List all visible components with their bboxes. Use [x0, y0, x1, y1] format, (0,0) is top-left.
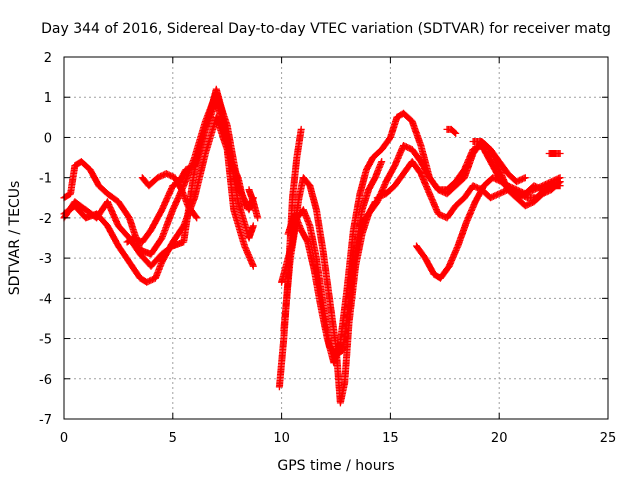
x-tick-label: 15 — [382, 431, 399, 446]
series-track-12 — [413, 174, 564, 282]
y-tick-label: -7 — [39, 413, 52, 428]
x-tick-label: 25 — [600, 431, 617, 446]
series-track-15 — [443, 125, 460, 137]
scatter-points — [284, 109, 564, 367]
series-track-16 — [545, 150, 564, 157]
y-tick-label: -1 — [39, 172, 52, 187]
x-tick-label: 0 — [60, 431, 68, 446]
y-tick-label: -2 — [39, 212, 52, 227]
axis-ticks: 0 5 10 15 20 25 -7 -6 -5 -4 -3 -2 -1 0 1 2 — [39, 51, 616, 446]
scatter-points — [138, 170, 201, 222]
y-tick-label: -4 — [39, 292, 52, 307]
chart-title: Day 344 of 2016, Sidereal Day-to-day VTE… — [41, 21, 611, 37]
scatter-points — [545, 150, 564, 157]
series-track-14 — [245, 186, 262, 222]
x-tick-label: 5 — [169, 431, 177, 446]
x-axis-label: GPS time / hours — [277, 458, 394, 474]
plot-frame — [63, 56, 609, 420]
scatter-points — [245, 186, 262, 222]
series-track-13 — [469, 138, 529, 186]
data-marks — [60, 85, 564, 407]
x-tick-label: 20 — [491, 431, 508, 446]
y-tick-label: -3 — [39, 252, 52, 267]
scatter-points — [469, 138, 529, 186]
x-tick-label: 10 — [273, 431, 290, 446]
y-tick-label: 1 — [44, 91, 52, 106]
scatter-points — [443, 125, 460, 137]
y-tick-label: -6 — [39, 373, 52, 388]
series-track-5 — [138, 170, 201, 222]
y-tick-label: 2 — [44, 51, 52, 66]
y-tick-label: 0 — [44, 131, 52, 146]
scatter-points — [413, 174, 564, 282]
series-track-9 — [284, 109, 564, 367]
scatter-points — [123, 85, 249, 246]
series-track-4 — [123, 85, 249, 246]
y-tick-label: -5 — [39, 333, 52, 348]
y-axis-label: SDTVAR / TECUs — [7, 181, 23, 296]
